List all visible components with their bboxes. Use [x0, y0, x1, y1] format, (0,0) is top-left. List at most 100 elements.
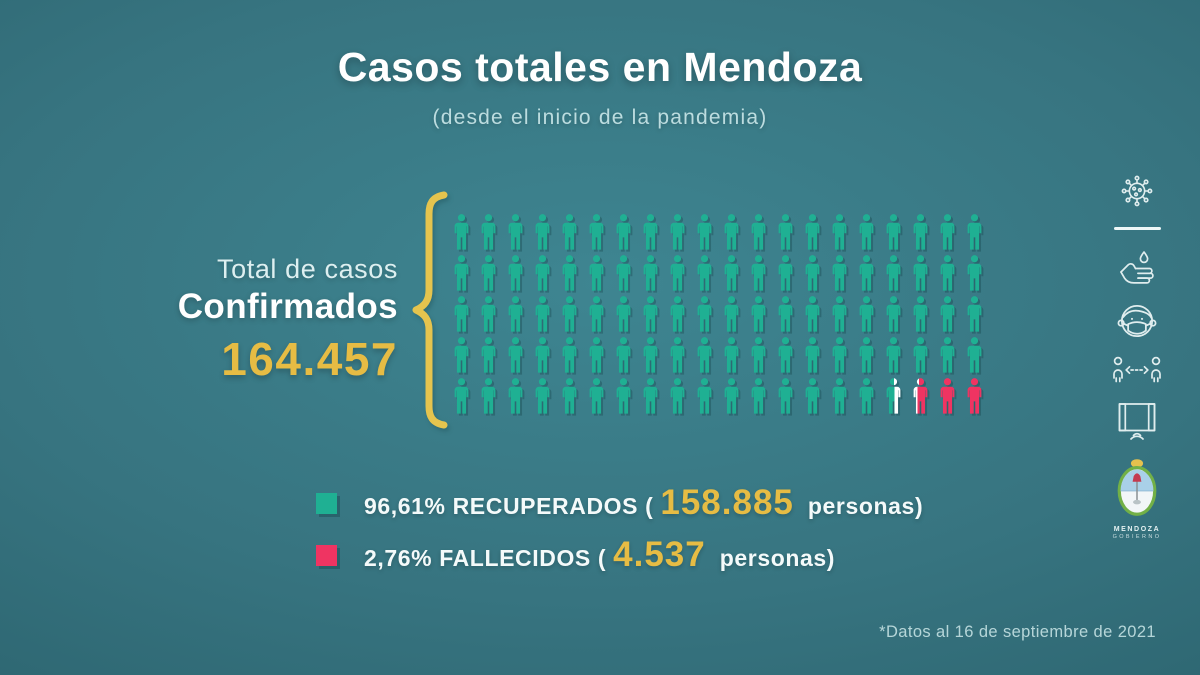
virus-icon — [1121, 175, 1153, 207]
person-icon-recovered — [614, 378, 633, 414]
person-icon-recovered — [938, 337, 957, 373]
person-icon-recovered — [884, 255, 903, 291]
person-icon-recovered — [830, 214, 849, 250]
person-icon-recovered — [452, 296, 471, 332]
person-icon-recovered — [614, 296, 633, 332]
person-icon-recovered — [722, 255, 741, 291]
person-icon-recovered — [776, 378, 795, 414]
person-icon-recovered — [776, 255, 795, 291]
open-window-icon — [1118, 402, 1156, 440]
person-icon-recovered — [803, 214, 822, 250]
recovered-swatch — [316, 492, 337, 514]
person-icon-recovered — [749, 378, 768, 414]
person-icon-recovered — [479, 378, 498, 414]
legend-deceased-suffix: personas) — [712, 545, 836, 571]
person-icon-deceased — [965, 378, 984, 414]
page-title: Casos totales en Mendoza — [337, 44, 863, 90]
person-icon-recovered — [884, 296, 903, 332]
person-icon-recovered — [506, 214, 525, 250]
legend-recovered-value: 158.885 — [660, 483, 794, 522]
person-icon-recovered — [452, 255, 471, 291]
person-icon-recovered — [776, 337, 795, 373]
curly-brace — [412, 191, 448, 429]
person-icon-recovered — [533, 296, 552, 332]
person-icon-recovered — [749, 214, 768, 250]
person-icon-recovered — [668, 296, 687, 332]
page-subtitle: (desde el inicio de la pandemia) — [432, 106, 768, 129]
person-icon-recovered — [479, 337, 498, 373]
legend: 96,61% RECUPERADOS (158.885 personas) 2,… — [316, 480, 923, 584]
person-icon-recovered — [695, 337, 714, 373]
person-icon-recovered — [560, 378, 579, 414]
person-icon-recovered — [479, 214, 498, 250]
person-icon-recovered — [884, 214, 903, 250]
mendoza-government-logo: MENDOZA GOBIERNO — [1109, 456, 1165, 540]
person-icon-recovered — [884, 337, 903, 373]
person-icon-recovered-active-split — [884, 378, 903, 414]
person-icon-recovered — [560, 337, 579, 373]
person-icon-recovered — [587, 337, 606, 373]
person-icon-deceased — [938, 378, 957, 414]
hand-washing-icon — [1120, 250, 1154, 284]
person-icon-recovered — [533, 337, 552, 373]
person-icon-recovered — [533, 255, 552, 291]
pictogram-grid — [452, 214, 986, 414]
person-icon-recovered — [965, 255, 984, 291]
person-icon-recovered — [803, 337, 822, 373]
person-icon-recovered — [641, 378, 660, 414]
person-icon-recovered — [830, 255, 849, 291]
person-icon-recovered — [857, 214, 876, 250]
person-icon-recovered — [722, 378, 741, 414]
logo-text-mendoza: MENDOZA — [1113, 525, 1161, 533]
person-icon-recovered — [641, 296, 660, 332]
person-icon-recovered — [749, 255, 768, 291]
person-icon-recovered — [749, 337, 768, 373]
person-icon-recovered — [560, 296, 579, 332]
person-icon-recovered — [695, 378, 714, 414]
person-icon-recovered — [911, 255, 930, 291]
person-icon-recovered — [641, 337, 660, 373]
person-icon-active-deceased-split — [911, 378, 930, 414]
face-mask-icon — [1117, 304, 1157, 337]
person-icon-recovered — [830, 296, 849, 332]
person-icon-recovered — [452, 337, 471, 373]
person-icon-recovered — [911, 337, 930, 373]
person-icon-recovered — [722, 214, 741, 250]
person-icon-recovered — [857, 296, 876, 332]
person-icon-recovered — [965, 337, 984, 373]
legend-recovered-prefix: 96,61% RECUPERADOS ( — [364, 493, 654, 519]
person-icon-recovered — [695, 255, 714, 291]
total-cases-label: Total de casos — [217, 254, 398, 284]
person-icon-recovered — [695, 214, 714, 250]
person-icon-recovered — [614, 337, 633, 373]
person-icon-recovered — [695, 296, 714, 332]
deceased-swatch — [316, 544, 337, 566]
person-icon-recovered — [587, 296, 606, 332]
person-icon-recovered — [506, 378, 525, 414]
person-icon-recovered — [668, 255, 687, 291]
confirmed-label: Confirmados — [177, 287, 398, 326]
person-icon-recovered — [641, 255, 660, 291]
person-icon-recovered — [614, 255, 633, 291]
header: Casos totales en Mendoza (desde el inici… — [0, 44, 1200, 130]
person-icon-recovered — [857, 255, 876, 291]
person-icon-recovered — [803, 378, 822, 414]
person-icon-recovered — [560, 255, 579, 291]
person-icon-recovered — [506, 337, 525, 373]
person-icon-recovered — [938, 214, 957, 250]
person-icon-recovered — [911, 296, 930, 332]
person-icon-recovered — [722, 296, 741, 332]
person-icon-recovered — [803, 255, 822, 291]
person-icon-recovered — [776, 214, 795, 250]
person-icon-recovered — [587, 378, 606, 414]
total-cases-block: Total de casos Confirmados 164.457 — [58, 254, 398, 386]
person-icon-recovered — [857, 378, 876, 414]
sidebar-divider — [1113, 227, 1161, 230]
person-icon-recovered — [776, 296, 795, 332]
confirmed-value: 164.457 — [221, 333, 398, 385]
legend-item-recuperados: 96,61% RECUPERADOS (158.885 personas) — [316, 480, 923, 526]
data-date-footnote: *Datos al 16 de septiembre de 2021 — [879, 623, 1156, 641]
person-icon-recovered — [668, 214, 687, 250]
person-icon-recovered — [830, 337, 849, 373]
